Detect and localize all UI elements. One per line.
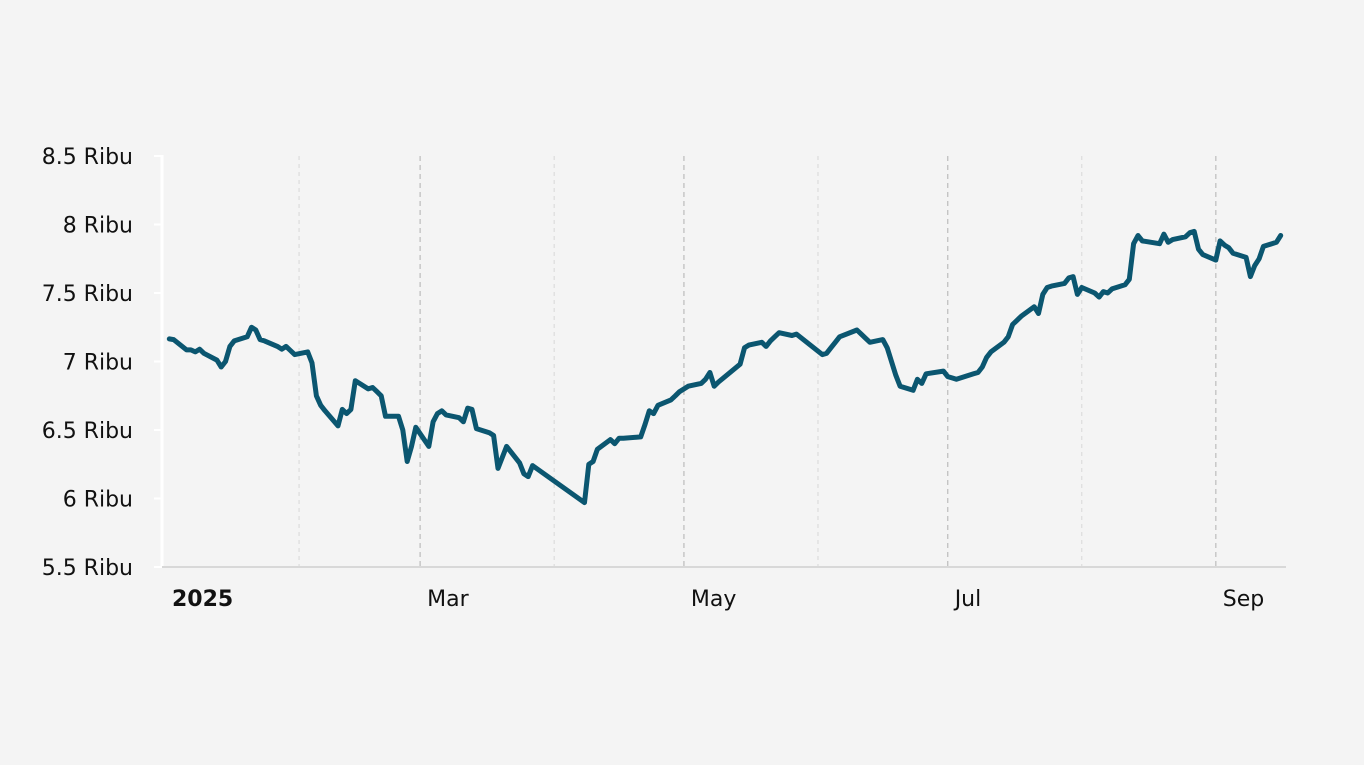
y-tick-label: 7.5 Ribu	[42, 282, 133, 307]
x-tick-label: May	[691, 587, 736, 612]
y-tick-label: 8.5 Ribu	[42, 145, 133, 170]
series-line	[166, 228, 1284, 506]
x-tick-label: Sep	[1223, 587, 1264, 612]
y-axis-ticks: 5.5 Ribu 6 Ribu 6.5 Ribu 7 Ribu 7.5 Ribu 8 Ri…	[42, 145, 162, 581]
x-axis-ticks: 2025 Mar May Jul Sep	[172, 587, 1264, 612]
x-tick-label: Mar	[427, 587, 469, 612]
x-tick-label: Jul	[953, 587, 982, 612]
y-tick-label: 7 Ribu	[63, 351, 133, 376]
y-tick-label: 6 Ribu	[63, 488, 133, 513]
y-tick-label: 6.5 Ribu	[42, 419, 133, 444]
gridlines	[298, 156, 1217, 567]
series-layer	[166, 228, 1284, 506]
y-tick-label: 5.5 Ribu	[42, 556, 133, 581]
y-tick-label: 8 Ribu	[63, 214, 133, 239]
x-tick-label: 2025	[172, 587, 233, 612]
